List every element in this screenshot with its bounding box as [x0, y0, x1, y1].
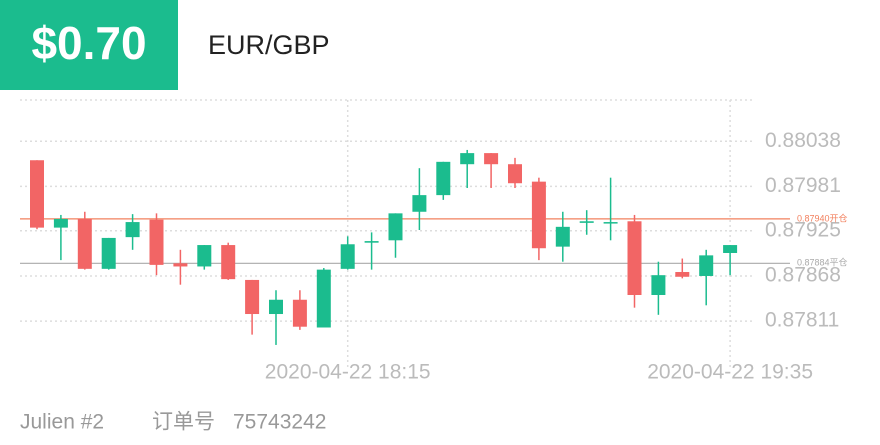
plot: 0.88038 0.87981 0.87925 0.87868 0.87811 2020-… [20, 100, 848, 384]
candle-body [603, 222, 618, 224]
candle-body [364, 241, 379, 243]
order-label: 订单号 [152, 411, 215, 434]
candle-body [699, 255, 714, 276]
amount-badge [0, 0, 178, 90]
candle-body [579, 221, 594, 223]
candle-body [173, 263, 188, 267]
candle-body [675, 272, 690, 277]
y-tick-label: 0.87925 [765, 218, 841, 241]
candle-body [269, 299, 283, 315]
pair: EUR/GBP [208, 30, 330, 60]
candle-body [627, 221, 642, 295]
reference-label: 0.87940开仓 [797, 212, 848, 223]
y-tick-label: 0.87811 [765, 309, 839, 332]
candle-body [388, 213, 403, 241]
user: Julien #2 [20, 411, 104, 434]
reference-label: 0.87884平仓 [797, 257, 848, 268]
candle-body [149, 219, 164, 265]
y-tick-label: 0.87868 [765, 264, 841, 287]
candle-body [316, 269, 331, 328]
candle-body [651, 275, 666, 295]
candle-body [723, 245, 738, 253]
candle-body [412, 195, 427, 212]
candle-body [101, 237, 116, 269]
candle-body [197, 245, 212, 267]
x-tick-label: 2020-04-22 19:35 [647, 361, 813, 384]
candle-body [531, 181, 546, 249]
candle-body [245, 279, 260, 315]
candle-body [77, 218, 92, 269]
amount: $0.70 [31, 17, 146, 69]
candle-body [484, 153, 499, 165]
y-tick-label: 0.87981 [765, 174, 841, 197]
y-tick-label: 0.88038 [765, 129, 841, 152]
order-number: 75743242 [233, 411, 326, 434]
candle-body [508, 164, 522, 184]
x-tick-label: 2020-04-22 18:15 [265, 361, 431, 384]
candle-body [125, 222, 140, 238]
candle-body [436, 161, 451, 196]
candle-body [460, 153, 475, 165]
candle-body [340, 244, 355, 269]
candle-body [292, 299, 307, 327]
candle-body [30, 160, 44, 228]
candle-body [555, 226, 570, 247]
candle-body [53, 218, 68, 228]
candle-body [221, 245, 236, 280]
